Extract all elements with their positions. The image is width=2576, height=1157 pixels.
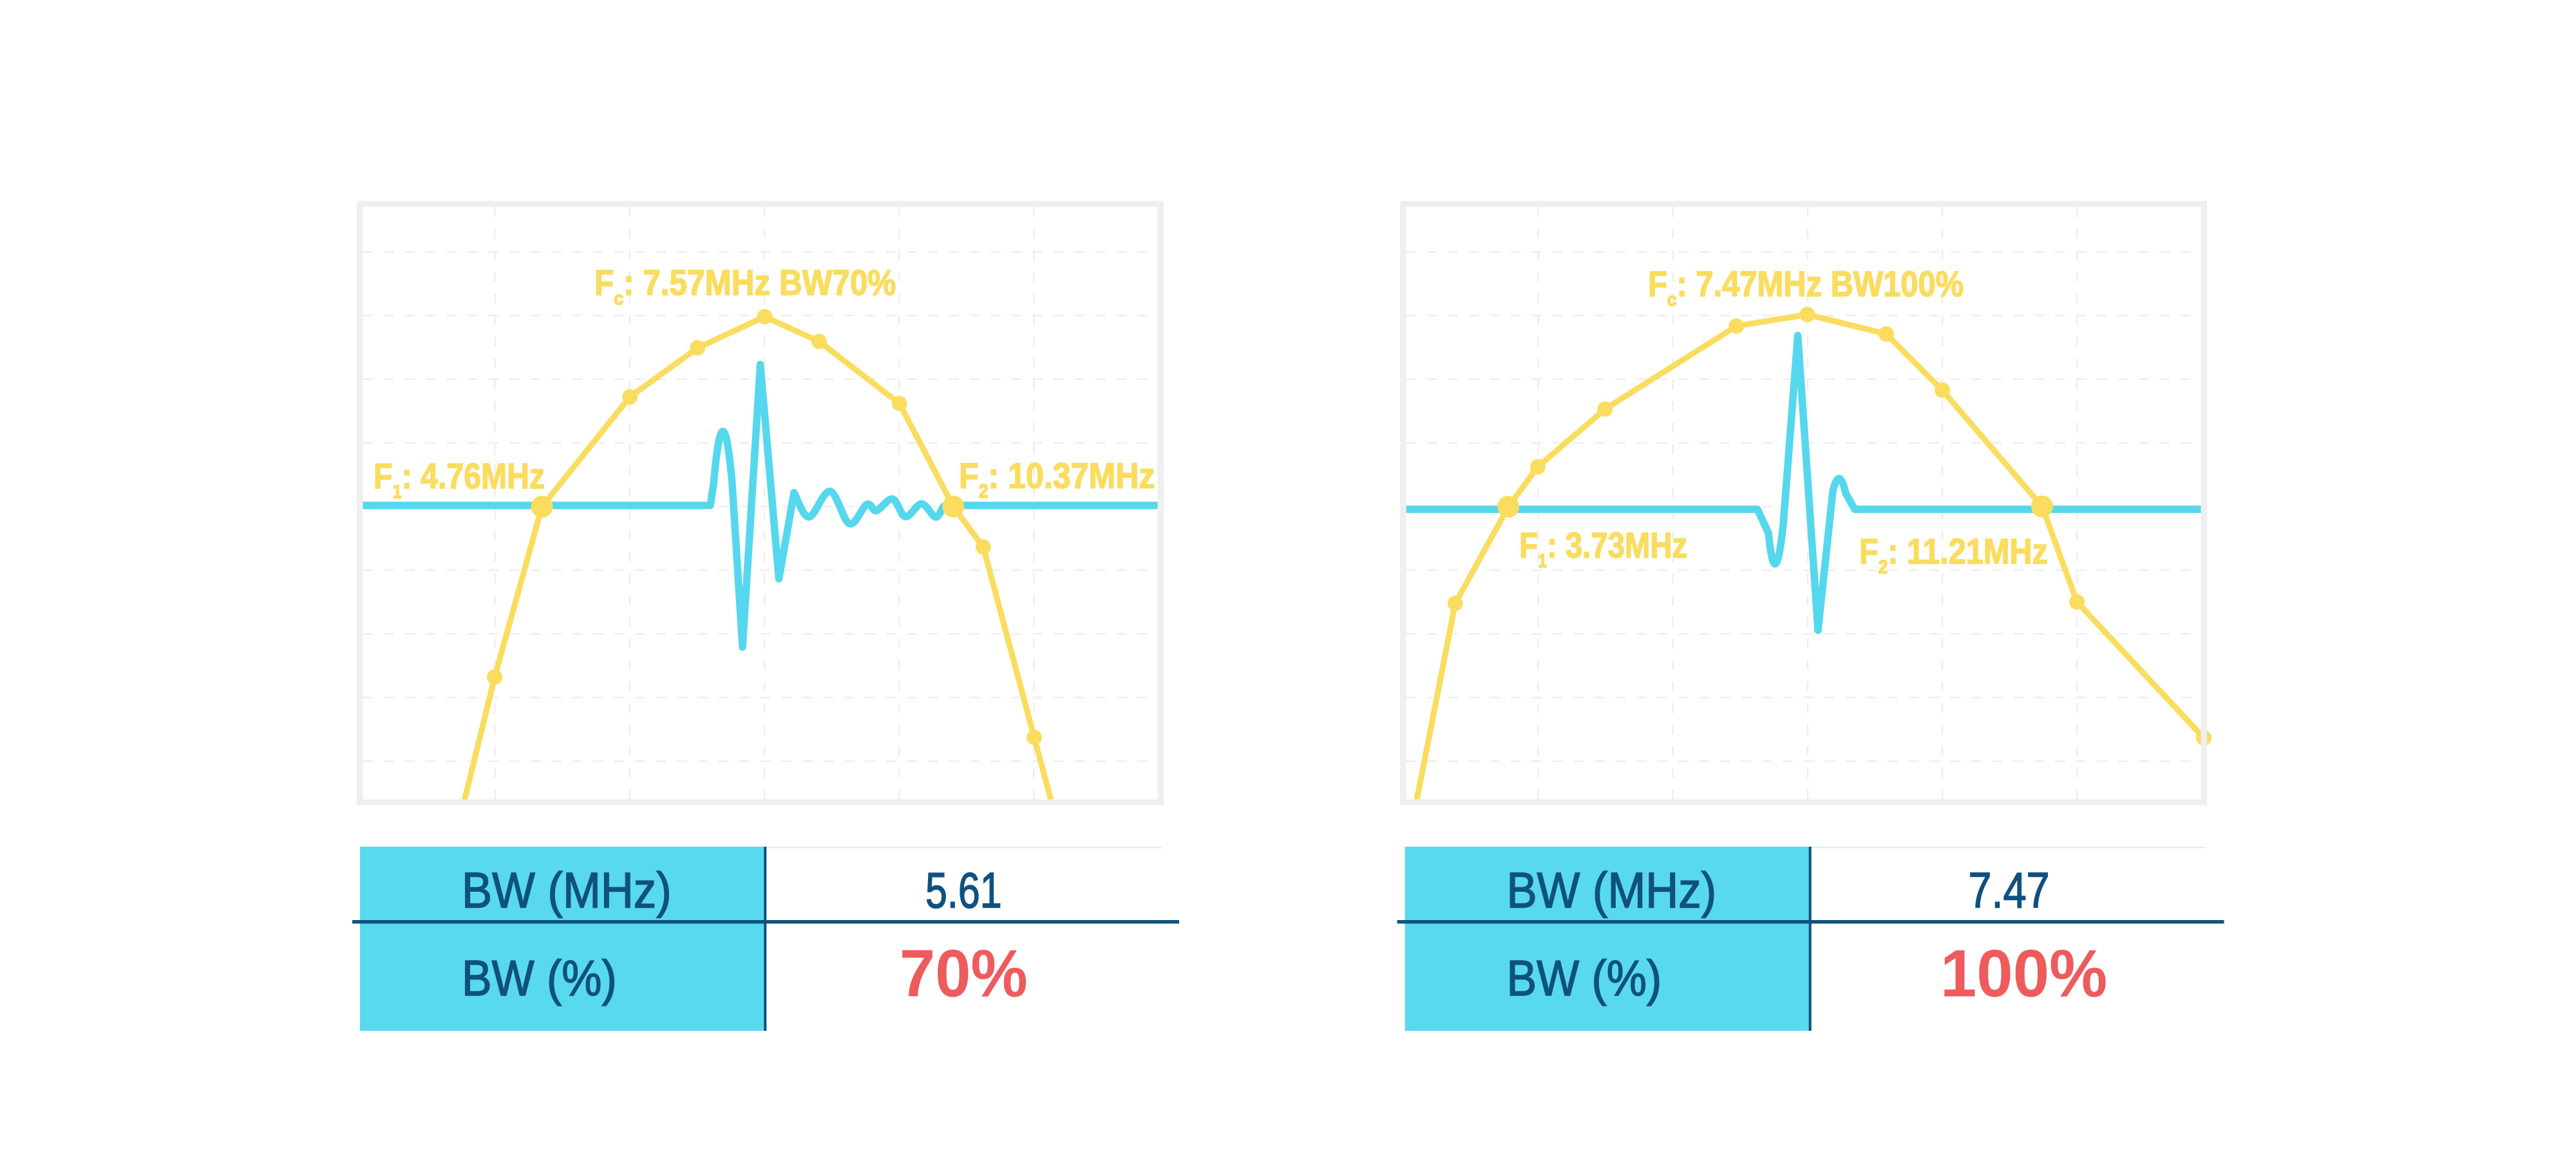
svg-text:7.47: 7.47: [1968, 863, 2049, 919]
svg-text:70%: 70%: [900, 936, 1028, 1011]
svg-text:BW (%): BW (%): [1507, 950, 1662, 1006]
svg-text:BW (MHz): BW (MHz): [462, 862, 672, 918]
svg-text:BW (MHz): BW (MHz): [1507, 862, 1717, 918]
svg-text:F1: 3.73MHz: F1: 3.73MHz: [1519, 525, 1687, 571]
svg-text:F2: 11.21MHz: F2: 11.21MHz: [1859, 532, 2048, 578]
svg-text:F2: 10.37MHz: F2: 10.37MHz: [959, 456, 1155, 502]
svg-text:F1: 4.76MHz: F1: 4.76MHz: [374, 456, 545, 502]
svg-text:5.61: 5.61: [925, 862, 1002, 918]
svg-text:100%: 100%: [1940, 936, 2107, 1010]
svg-text:BW (%): BW (%): [462, 950, 617, 1006]
svg-text:Fc: 7.57MHz BW70%: Fc: 7.57MHz BW70%: [594, 263, 896, 308]
svg-text:Fc: 7.47MHz BW100%: Fc: 7.47MHz BW100%: [1648, 264, 1964, 310]
